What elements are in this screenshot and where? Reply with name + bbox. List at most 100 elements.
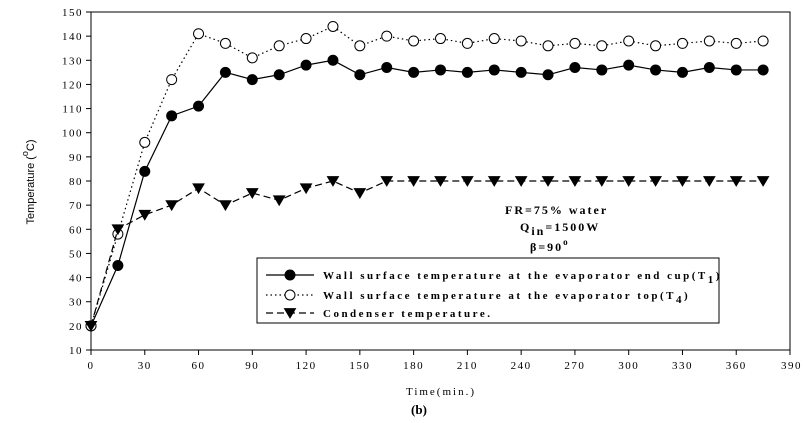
x-tick-label: 180 — [403, 360, 424, 372]
data-point — [676, 37, 688, 49]
data-point — [542, 40, 554, 52]
data-point — [166, 74, 178, 86]
data-point — [461, 37, 473, 49]
annotation-heat-input-q: Q — [520, 220, 531, 234]
data-point — [435, 33, 446, 45]
y-tick-label: 20 — [69, 321, 83, 333]
data-point — [541, 176, 555, 187]
data-point — [245, 188, 259, 200]
data-point — [353, 188, 367, 200]
data-point — [514, 176, 528, 187]
x-tick-label: 270 — [564, 360, 585, 372]
data-point — [354, 40, 366, 52]
data-point — [515, 66, 527, 78]
x-tick-label: 330 — [672, 360, 693, 372]
data-point — [327, 54, 339, 66]
data-point — [165, 200, 179, 212]
legend-label-text: Wall surface temperature at the evaporat… — [323, 270, 708, 282]
data-point — [623, 59, 635, 71]
series-condenser — [84, 176, 770, 332]
data-point — [139, 136, 151, 148]
x-tick-label: 390 — [781, 360, 802, 372]
data-point — [730, 37, 742, 49]
data-point — [219, 37, 231, 49]
data-point — [408, 66, 420, 78]
y-tick-label: 80 — [69, 176, 83, 188]
data-point — [703, 62, 715, 74]
data-point — [730, 64, 742, 76]
data-point — [623, 35, 635, 47]
data-point — [193, 100, 205, 112]
x-tick-label: 30 — [138, 360, 152, 372]
data-point — [246, 74, 258, 86]
data-point — [596, 64, 608, 76]
data-point — [381, 30, 393, 42]
data-point — [111, 224, 125, 236]
data-point — [756, 176, 770, 187]
data-point — [729, 176, 743, 187]
y-tick-label: 10 — [69, 345, 83, 357]
annotation-inclination-value: β=90 — [530, 240, 563, 254]
y-tick-label: 140 — [62, 31, 83, 43]
subfigure-label: (b) — [411, 402, 427, 417]
legend-label-close: ) — [716, 270, 722, 282]
x-axis-label: Time(min.) — [406, 386, 476, 398]
legend-label-close: ) — [684, 290, 690, 302]
x-tick-label: 120 — [296, 360, 317, 372]
data-point — [380, 176, 394, 187]
data-point — [219, 66, 231, 78]
y-tick-label: 50 — [69, 248, 83, 260]
data-point — [354, 69, 366, 81]
data-point — [515, 35, 527, 47]
data-point — [595, 176, 609, 187]
x-tick-label: 150 — [349, 360, 370, 372]
y-axis-title: Temperature (oC) — [20, 139, 37, 224]
legend-box — [256, 257, 720, 324]
y-tick-label: 70 — [69, 200, 83, 212]
legend-label: Wall surface temperature at the evaporat… — [323, 290, 690, 306]
annotation-heat-input: Qin=1500W — [520, 220, 600, 238]
y-tick-label: 40 — [69, 273, 83, 285]
data-point — [596, 40, 608, 52]
y-tick-label: 130 — [62, 55, 83, 67]
data-point — [622, 176, 636, 187]
data-point — [84, 320, 98, 332]
series-layer — [84, 20, 770, 332]
y-tick-label: 90 — [69, 152, 83, 164]
x-tick-label: 240 — [511, 360, 532, 372]
data-point — [488, 64, 500, 76]
data-point — [139, 165, 151, 177]
data-point — [219, 200, 232, 212]
legend-label-text: Wall surface temperature at the evaporat… — [323, 290, 676, 302]
data-point — [676, 66, 688, 78]
data-point — [702, 176, 716, 187]
data-point — [407, 176, 420, 187]
data-point — [757, 64, 769, 76]
data-point — [569, 62, 581, 74]
y-tick-label: 60 — [69, 224, 83, 236]
data-point — [434, 176, 447, 187]
legend-label: Condenser temperature. — [323, 308, 492, 320]
data-point — [327, 20, 339, 32]
data-point — [650, 40, 662, 52]
data-point — [568, 176, 582, 187]
data-point — [649, 176, 662, 187]
y-axis-unit-open: ( — [25, 156, 37, 160]
x-tick-label: 300 — [618, 360, 639, 372]
data-point — [193, 28, 205, 40]
data-point — [650, 64, 662, 76]
legend-label-sub: 4 — [676, 294, 684, 306]
annotation-inclination: β=90o — [530, 237, 570, 254]
legend-label: Wall surface temperature at the evaporat… — [323, 270, 722, 286]
y-axis-label: Temperature — [25, 163, 37, 225]
data-point — [192, 183, 205, 195]
data-point — [246, 52, 258, 64]
y-axis-unit-close: C) — [25, 139, 37, 151]
data-point — [461, 66, 473, 78]
data-point — [757, 35, 769, 47]
x-tick-label: 90 — [245, 360, 259, 372]
data-point — [435, 64, 446, 76]
y-axis: 10 20 30 40 50 60 70 80 90 100 110 120 130 140 150 — [62, 7, 91, 357]
y-tick-label: 150 — [62, 7, 83, 19]
